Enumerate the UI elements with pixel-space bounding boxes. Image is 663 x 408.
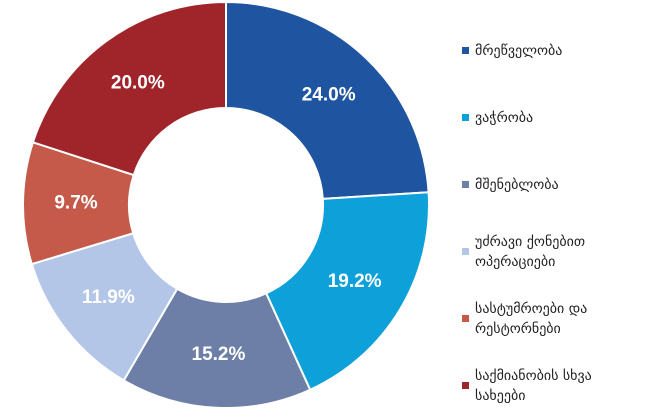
donut-slice [264,191,430,392]
legend: მრეწველობა ვაჭრობა მშენებლობა უძრავი ქონები… [462,17,662,408]
donut-slice [122,287,312,408]
data-label: 24.0% [302,85,356,106]
data-label: 9.7% [54,193,97,214]
legend-item: საქმიანობის სხვა სახეები [462,352,662,408]
legend-label: მრეწველობა [475,42,563,59]
legend-swatch [462,315,469,322]
legend-label: ვაჭრობა [475,109,534,126]
legend-item: ვაჭრობა [462,84,662,151]
data-label: 15.2% [192,344,246,365]
legend-item: უძრავი ქონებით ოპერაციები [462,218,662,285]
legend-item: მშენებლობა [462,151,662,218]
legend-swatch [462,248,469,255]
donut-slice [31,0,227,177]
data-label: 11.9% [82,287,135,308]
legend-label: მშენებლობა [475,176,559,193]
legend-item: მრეწველობა [462,17,662,84]
legend-swatch [462,114,469,121]
data-label: 19.2% [328,271,382,292]
legend-label: სასტუმროები და რესტორნები [475,300,588,337]
donut-slice [225,0,430,200]
data-label: 20.0% [111,73,165,94]
legend-swatch [462,382,469,389]
legend-label: საქმიანობის სხვა სახეები [475,367,592,404]
legend-swatch [462,181,469,188]
legend-swatch [462,47,469,54]
donut: 24.0% 19.2% 15.2% 11.9% 9.7% 20.0% [22,0,430,408]
legend-item: სასტუმროები და რესტორნები [462,285,662,352]
legend-label: უძრავი ქონებით ოპერაციები [475,233,586,270]
